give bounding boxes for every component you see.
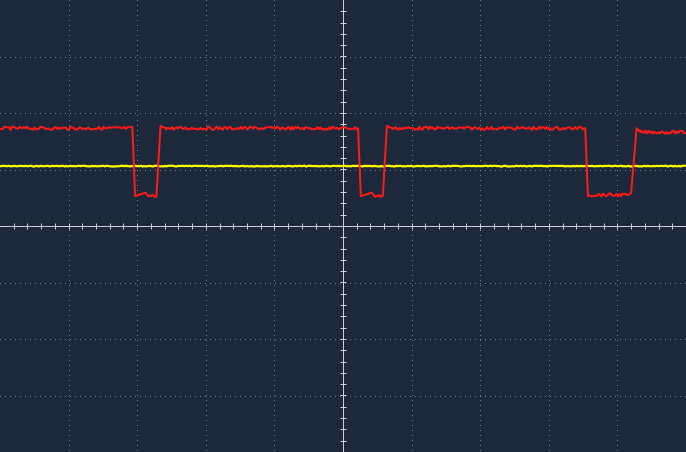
trace-ch2 bbox=[0, 125, 686, 199]
traces bbox=[0, 125, 686, 199]
trace-ch1 bbox=[0, 164, 686, 168]
